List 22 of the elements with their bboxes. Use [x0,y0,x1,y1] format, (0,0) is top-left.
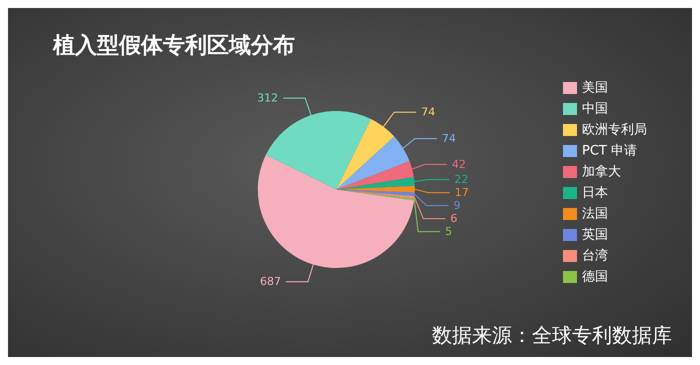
data-label: 74 [421,106,436,119]
legend-label: 中国 [582,102,608,116]
source-note: 数据来源：全球专利数据库 [432,323,672,347]
chart-title: 植入型假体专利区域分布 [52,34,295,58]
data-label: 6 [450,212,458,226]
data-label: 22 [454,173,468,186]
data-label: 74 [442,132,456,146]
data-label: 687 [260,275,281,288]
legend-label: 德国 [582,270,608,284]
legend-label: 加拿大 [582,164,621,180]
legend-label: 欧洲专利局 [582,122,647,138]
data-label: 17 [454,186,469,200]
legend-label: 法国 [582,206,608,222]
legend-label: 日本 [582,186,608,200]
legend-label: 美国 [582,80,608,96]
legend-label: 台湾 [582,248,608,264]
data-label: 5 [445,225,452,238]
legend-label: 英国 [582,228,608,242]
data-label: 312 [257,92,278,105]
data-label: 9 [453,199,460,212]
legend-label: PCT 申请 [582,144,637,158]
data-label: 42 [452,158,466,171]
